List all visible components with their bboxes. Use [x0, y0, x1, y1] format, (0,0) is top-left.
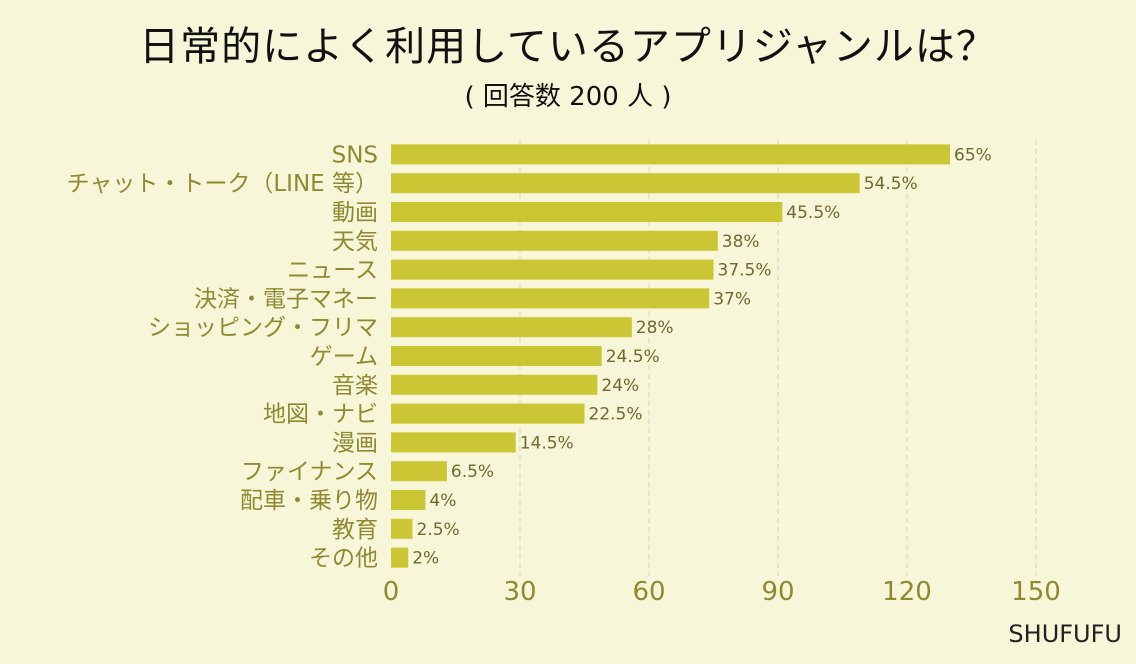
bar — [391, 432, 516, 453]
category-label: 天気 — [332, 229, 378, 255]
bar — [391, 461, 447, 482]
bar — [391, 403, 585, 424]
data-label: 6.5% — [451, 462, 494, 482]
category-label: 動画 — [332, 200, 378, 226]
bar — [391, 490, 426, 510]
data-label: 2.5% — [417, 520, 460, 540]
bar — [391, 259, 714, 280]
bar — [391, 144, 950, 165]
bar — [391, 317, 632, 338]
x-tick-label: 0 — [383, 577, 400, 607]
bar — [391, 288, 710, 309]
category-label: ニュース — [287, 258, 378, 284]
x-tick-label: 90 — [761, 577, 794, 607]
category-label: ゲーム — [310, 344, 378, 370]
data-label: 22.5% — [589, 405, 643, 425]
bar — [391, 202, 783, 222]
data-label: 45.5% — [786, 203, 840, 223]
category-label: 教育 — [332, 517, 378, 543]
x-tick-label: 30 — [503, 577, 536, 607]
x-tick-label: 150 — [1011, 577, 1061, 607]
x-tick-label: 120 — [882, 577, 932, 607]
bar — [391, 173, 860, 194]
chart-subtitle: ( 回答数 200 人 ) — [464, 82, 672, 112]
bar — [391, 346, 602, 366]
x-tick-label: 60 — [632, 577, 665, 607]
chart-title: 日常的によく利用しているアプリジャンルは？ — [139, 24, 997, 70]
bar — [391, 518, 413, 539]
category-label: ショッピング・フリマ — [148, 315, 378, 341]
bar — [391, 374, 598, 395]
data-label: 38% — [722, 232, 760, 252]
data-label: 2% — [412, 549, 439, 569]
bar — [391, 547, 409, 568]
data-label: 54.5% — [864, 174, 918, 194]
brand-logo: SHUFUFU — [1008, 620, 1122, 648]
data-label: 4% — [429, 491, 456, 511]
data-label: 28% — [636, 318, 674, 338]
category-label: ファイナンス — [241, 459, 378, 485]
data-label: 65% — [954, 145, 992, 165]
category-label: 漫画 — [332, 430, 378, 456]
data-label: 37.5% — [718, 261, 772, 281]
category-label: 地図・ナビ — [263, 402, 378, 428]
category-label: 音楽 — [332, 373, 378, 399]
data-label: 24.5% — [606, 347, 660, 367]
data-label: 24% — [601, 376, 639, 396]
data-label: 37% — [713, 289, 751, 309]
bar — [391, 230, 718, 251]
data-label: 14.5% — [520, 433, 574, 453]
category-label: チャット・トーク（LINE 等） — [67, 171, 378, 197]
category-label: SNS — [332, 142, 378, 168]
category-label: その他 — [309, 546, 378, 572]
category-label: 決済・電子マネー — [194, 286, 378, 312]
category-label: 配車・乗り物 — [240, 488, 378, 514]
